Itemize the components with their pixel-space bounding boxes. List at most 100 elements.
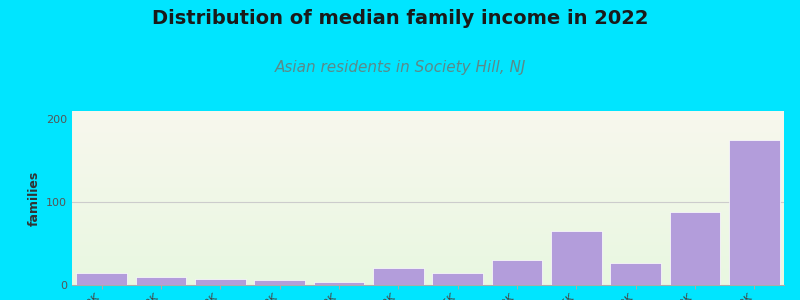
Bar bbox=[72, 126, 784, 127]
Bar bbox=[72, 228, 784, 229]
Bar bbox=[72, 116, 784, 117]
Y-axis label: families: families bbox=[27, 170, 41, 226]
Bar bbox=[72, 258, 784, 259]
Bar bbox=[72, 161, 784, 162]
Bar bbox=[72, 121, 784, 122]
Bar bbox=[72, 179, 784, 180]
Bar bbox=[72, 201, 784, 202]
Bar bbox=[72, 139, 784, 140]
Bar bbox=[72, 238, 784, 239]
Bar bbox=[72, 180, 784, 181]
Bar bbox=[72, 169, 784, 170]
Bar bbox=[72, 171, 784, 172]
Bar bbox=[72, 149, 784, 150]
Bar bbox=[77, 273, 127, 285]
Bar bbox=[72, 147, 784, 148]
Bar bbox=[72, 197, 784, 198]
Bar bbox=[72, 165, 784, 166]
Bar bbox=[72, 198, 784, 199]
Bar bbox=[72, 172, 784, 173]
Bar bbox=[314, 282, 364, 285]
Bar bbox=[72, 257, 784, 258]
Bar bbox=[72, 115, 784, 116]
Bar bbox=[72, 270, 784, 271]
Bar bbox=[72, 237, 784, 238]
Bar bbox=[72, 265, 784, 266]
Bar bbox=[72, 177, 784, 178]
Bar bbox=[72, 178, 784, 179]
Bar bbox=[72, 275, 784, 276]
Bar bbox=[72, 124, 784, 125]
Bar bbox=[72, 242, 784, 243]
Bar bbox=[72, 155, 784, 156]
Bar bbox=[72, 248, 784, 249]
Bar bbox=[72, 189, 784, 190]
Bar bbox=[72, 267, 784, 268]
Bar bbox=[72, 137, 784, 138]
Bar bbox=[72, 282, 784, 283]
Bar bbox=[72, 222, 784, 223]
Bar bbox=[72, 138, 784, 139]
Bar bbox=[72, 200, 784, 201]
Bar bbox=[72, 241, 784, 242]
Bar bbox=[72, 280, 784, 281]
Bar bbox=[72, 192, 784, 193]
Bar bbox=[670, 212, 720, 285]
Bar bbox=[72, 117, 784, 118]
Bar bbox=[72, 153, 784, 154]
Bar bbox=[72, 135, 784, 136]
Bar bbox=[72, 142, 784, 143]
Bar bbox=[72, 182, 784, 183]
Bar bbox=[72, 279, 784, 280]
Bar bbox=[72, 255, 784, 256]
Bar bbox=[72, 164, 784, 165]
Bar bbox=[72, 113, 784, 114]
Bar bbox=[72, 154, 784, 155]
Bar bbox=[72, 132, 784, 133]
Bar bbox=[72, 175, 784, 176]
Bar bbox=[72, 208, 784, 209]
Bar bbox=[72, 144, 784, 145]
Bar bbox=[72, 219, 784, 220]
Bar bbox=[551, 231, 602, 285]
Bar bbox=[72, 158, 784, 159]
Bar bbox=[136, 277, 186, 285]
Bar bbox=[72, 234, 784, 235]
Bar bbox=[72, 123, 784, 124]
Bar bbox=[72, 209, 784, 210]
Bar bbox=[72, 207, 784, 208]
Bar bbox=[72, 167, 784, 168]
Bar bbox=[72, 136, 784, 137]
Bar bbox=[72, 225, 784, 226]
Bar bbox=[72, 223, 784, 224]
Bar bbox=[72, 145, 784, 146]
Bar bbox=[72, 185, 784, 186]
Bar bbox=[72, 243, 784, 244]
Bar bbox=[72, 204, 784, 205]
Bar bbox=[72, 118, 784, 119]
Bar bbox=[72, 254, 784, 255]
Bar bbox=[254, 280, 305, 285]
Bar bbox=[72, 263, 784, 264]
Bar bbox=[72, 163, 784, 164]
Bar bbox=[72, 146, 784, 147]
Bar bbox=[72, 215, 784, 216]
Bar bbox=[72, 283, 784, 284]
Bar bbox=[72, 277, 784, 278]
Bar bbox=[72, 150, 784, 151]
Bar bbox=[195, 279, 246, 285]
Bar bbox=[72, 220, 784, 221]
Bar bbox=[72, 148, 784, 149]
Bar bbox=[72, 256, 784, 257]
Bar bbox=[72, 205, 784, 206]
Bar bbox=[72, 160, 784, 161]
Bar bbox=[72, 210, 784, 211]
Bar bbox=[72, 162, 784, 163]
Bar bbox=[72, 246, 784, 247]
Bar bbox=[72, 224, 784, 225]
Bar bbox=[72, 245, 784, 246]
Bar bbox=[72, 276, 784, 277]
Bar bbox=[72, 141, 784, 142]
Bar bbox=[72, 151, 784, 152]
Bar bbox=[72, 247, 784, 248]
